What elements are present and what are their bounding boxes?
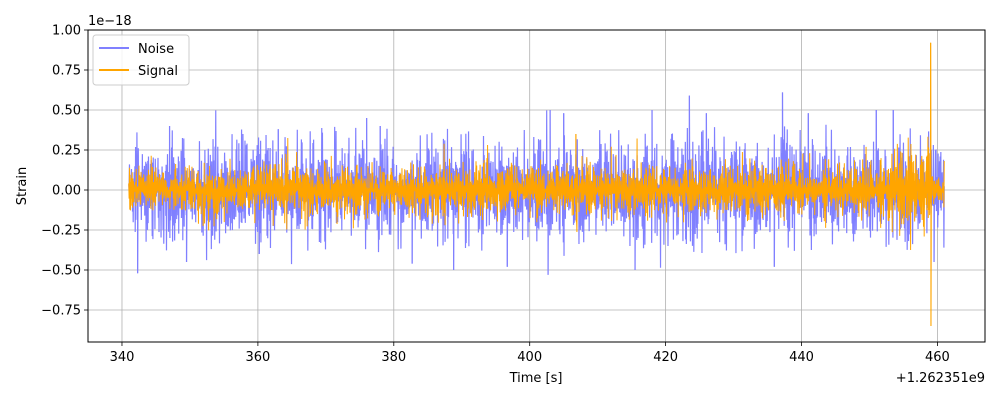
legend-label-signal: Signal: [138, 64, 178, 79]
x-offset-label: +1.262351e9: [896, 371, 985, 386]
y-tick-label: 0.00: [52, 184, 81, 199]
y-tick-label: 0.50: [52, 104, 81, 119]
x-tick-label: 340: [110, 350, 135, 365]
y-scale-label: 1e−18: [88, 14, 132, 29]
legend: Noise Signal: [92, 34, 190, 86]
x-tick-label: 460: [925, 350, 950, 365]
series-line-signal: [128, 42, 945, 327]
y-tick-label: −0.25: [41, 224, 81, 239]
y-axis-label: Strain: [15, 167, 30, 206]
x-axis-label: Time [s]: [509, 371, 563, 386]
x-tick-label: 360: [245, 350, 270, 365]
y-tick-label: 1.00: [52, 24, 81, 39]
x-tick-label: 440: [789, 350, 814, 365]
axis-ticks: 340 360 380 400 420 440 460 −0.75 −0.50 −0.25 0.00…: [41, 24, 950, 366]
series-layer: [128, 42, 945, 327]
y-tick-label: 0.75: [52, 64, 81, 79]
y-tick-label: 0.25: [52, 144, 81, 159]
y-tick-label: −0.50: [41, 264, 81, 279]
y-tick-label: −0.75: [41, 304, 81, 319]
legend-label-noise: Noise: [138, 42, 174, 57]
plot-frame: [87, 29, 986, 343]
x-tick-label: 420: [653, 350, 678, 365]
x-tick-label: 400: [517, 350, 542, 365]
x-tick-label: 380: [381, 350, 406, 365]
